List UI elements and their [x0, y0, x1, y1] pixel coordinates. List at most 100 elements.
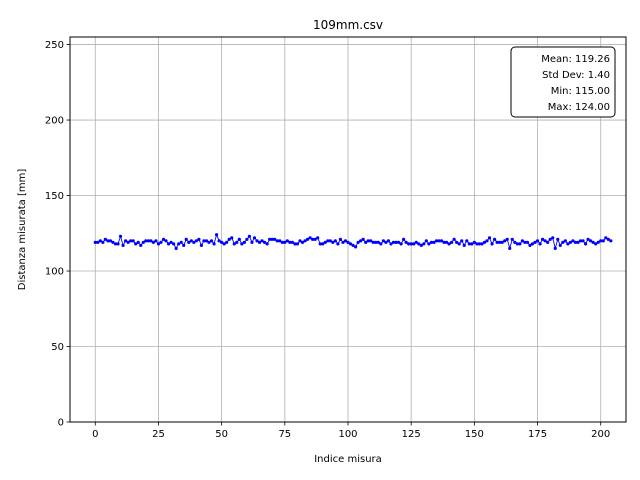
data-point-14: [129, 239, 133, 243]
data-point-12: [124, 239, 128, 243]
data-point-65: [257, 240, 262, 244]
x-tick-label-8: 200: [591, 429, 610, 440]
y-tick-label-3: 150: [45, 191, 64, 202]
data-point-54: [230, 236, 234, 240]
data-point-200: [599, 239, 603, 243]
data-point-129: [419, 243, 423, 247]
data-point-163: [505, 237, 509, 241]
data-point-50: [220, 240, 224, 244]
data-point-165: [510, 237, 514, 241]
data-point-15: [131, 239, 135, 243]
data-point-28: [164, 239, 168, 243]
data-point-46: [209, 239, 214, 243]
data-point-67: [263, 240, 267, 244]
data-point-35: [182, 243, 186, 247]
data-point-192: [578, 239, 583, 243]
data-layer: [93, 233, 613, 251]
data-point-140: [447, 242, 451, 246]
data-point-77: [288, 240, 292, 244]
data-point-155: [485, 239, 489, 243]
data-point-82: [300, 240, 305, 244]
data-point-20: [144, 239, 148, 243]
data-point-6: [108, 239, 113, 243]
data-point-52: [225, 240, 229, 244]
data-point-183: [556, 237, 560, 241]
ticks: 0 25 50 75 100 125 150 175 200 0 50 100 150 200 250: [45, 40, 610, 440]
data-point-19: [141, 240, 145, 244]
data-point-152: [477, 242, 482, 246]
y-tick-label-0: 0: [58, 418, 64, 429]
data-point-74: [280, 240, 284, 244]
data-point-55: [232, 242, 236, 246]
data-point-27: [161, 237, 166, 241]
data-point-31: [172, 242, 176, 246]
data-point-80: [295, 242, 300, 246]
data-point-17: [136, 240, 140, 244]
data-point-120: [396, 240, 401, 244]
data-point-42: [199, 243, 204, 247]
data-point-94: [331, 240, 335, 244]
data-point-106: [361, 237, 365, 241]
data-point-33: [177, 242, 181, 246]
data-point-79: [293, 242, 297, 246]
data-point-154: [482, 240, 487, 244]
data-point-85: [308, 236, 312, 240]
data-point-170: [523, 240, 527, 244]
data-point-123: [404, 240, 408, 244]
data-point-57: [237, 237, 241, 241]
data-point-48: [214, 233, 219, 237]
data-point-108: [366, 239, 370, 243]
data-point-9: [116, 242, 120, 246]
data-point-164: [508, 246, 512, 250]
data-point-177: [541, 237, 545, 241]
data-point-160: [498, 240, 502, 244]
data-point-189: [571, 239, 575, 243]
data-point-137: [439, 239, 444, 243]
data-point-203: [606, 237, 610, 241]
x-tick-label-0: 0: [92, 429, 98, 440]
data-point-110: [371, 240, 375, 244]
data-point-3: [101, 240, 105, 244]
data-point-143: [455, 240, 459, 244]
data-point-49: [217, 239, 221, 243]
data-point-70: [270, 237, 274, 241]
x-tick-label-6: 150: [465, 429, 484, 440]
data-point-86: [311, 237, 315, 241]
data-point-100: [346, 240, 350, 244]
data-point-95: [333, 239, 337, 243]
data-point-171: [525, 240, 530, 244]
y-tick-label-4: 200: [45, 116, 64, 127]
data-point-157: [490, 242, 494, 246]
data-point-91: [323, 240, 327, 244]
x-tick-label-1: 25: [152, 429, 165, 440]
data-point-89: [318, 242, 322, 246]
data-point-190: [573, 240, 578, 244]
data-point-8: [113, 242, 118, 246]
data-point-162: [503, 239, 507, 243]
data-point-45: [207, 240, 211, 244]
data-point-159: [495, 240, 499, 244]
data-point-88: [316, 236, 320, 240]
data-point-144: [457, 242, 461, 246]
data-point-78: [290, 240, 294, 244]
data-point-131: [424, 239, 428, 243]
y-axis-label: Distanza misurata [mm]: [17, 169, 28, 291]
data-point-176: [538, 242, 542, 246]
data-point-96: [336, 242, 340, 246]
data-point-76: [285, 239, 289, 243]
data-point-112: [376, 240, 380, 244]
data-point-198: [594, 242, 598, 246]
data-point-11: [121, 243, 125, 247]
data-point-122: [402, 237, 406, 241]
data-point-121: [399, 242, 403, 246]
data-point-188: [568, 240, 573, 244]
data-point-182: [553, 246, 557, 250]
data-point-118: [391, 240, 396, 244]
data-point-0: [93, 240, 97, 244]
data-point-102: [351, 243, 355, 247]
data-point-5: [106, 239, 110, 243]
data-point-37: [187, 240, 191, 244]
data-point-71: [273, 237, 277, 241]
data-point-109: [369, 239, 373, 243]
